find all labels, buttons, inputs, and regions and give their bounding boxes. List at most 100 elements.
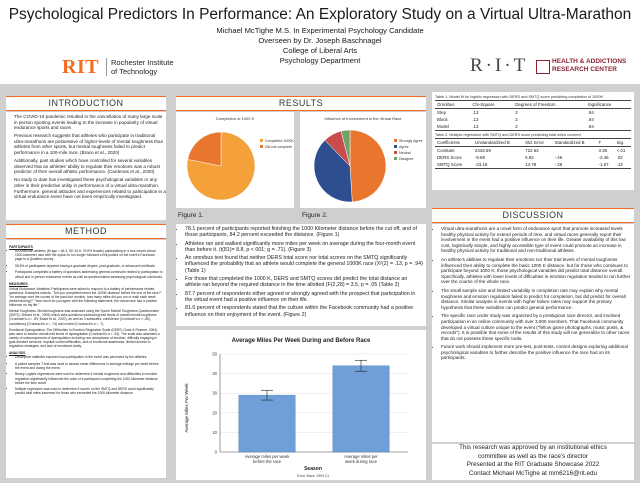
analysis-bullet: Binary Logistic regressions were used to…: [15, 372, 163, 384]
table-row: DERS Score -9.98 5.92 -.46 -2.46 .02: [435, 154, 631, 161]
table-cell: .13: [472, 117, 479, 122]
table-cell: 2: [515, 117, 518, 122]
bar-chart-category-label: week during race: [345, 459, 378, 464]
introduction-panel: The COVID-19 pandemic resulted in the ca…: [6, 112, 166, 220]
figure-2-legend-label: Neutral: [399, 151, 411, 155]
figure-2-pie-chart: Influence of Involvement in the Virtual …: [313, 116, 423, 203]
table-cell: 5.92: [525, 155, 534, 160]
table-2-header: Standardized B: [552, 138, 597, 147]
table-2-header: T: [596, 138, 615, 147]
table-row: SMTQ Score -23.19 14.78 -.28 -1.67 .13: [435, 161, 631, 169]
figure-1-legend-swatch: [260, 139, 263, 142]
figure-1-legend: Completed 1000K Did not complete: [260, 139, 294, 149]
figure-2-slice: [349, 129, 387, 203]
bar-chart-marks: 0 10 20 30 40 50 Average miles per weekbefore …: [212, 352, 408, 464]
introduction-list: The COVID-19 pandemic resulted in the ca…: [6, 114, 166, 200]
participants-heading: PARTICIPANTS: [9, 245, 33, 249]
figure-1-panel: Completion of 1000 K Completed 1000K Did …: [176, 112, 294, 208]
discussion-bullet: Future work should implement more pre-te…: [441, 344, 631, 361]
rit-name-line-1: Rochester Institute: [111, 58, 174, 67]
method-panel: PARTICIPANTS 85 American athletes (M age…: [6, 240, 166, 478]
figure-2-title: Influence of Involvement in the Virtual …: [324, 116, 402, 121]
table-1-header: Degrees of Freedom: [513, 100, 586, 109]
bar-chart-y-label: Average Miles Per Week: [184, 383, 189, 433]
hrc-rit-mark: R·I·T: [470, 55, 529, 76]
table-1-caption: Table 1. Model fit for logistic regressi…: [435, 95, 603, 99]
table-cell: -2.46: [598, 155, 609, 160]
table-2-header: Coefficients: [435, 138, 473, 147]
table-2: Coefficients Unstandardized B Std. Error…: [435, 138, 631, 169]
ethics-line-1: This research was approved by an institu…: [459, 444, 607, 451]
footer-box: This research was approved by an institu…: [432, 444, 634, 480]
discussion-bullet: An athlete's abilities to regulate their…: [441, 257, 631, 285]
method-heading: METHOD: [6, 224, 166, 239]
discussion-heading: DISCUSSION: [432, 208, 634, 223]
contact-line: Contact Michael McTighe at mm6216@rit.ed…: [469, 469, 597, 477]
table-cell: 3.35: [596, 146, 615, 154]
figure-2-legend: Strongly Agree Agree Neutral Disagree: [394, 139, 423, 161]
table-cell: 2: [513, 108, 586, 116]
poster-title: Psychological Predictors In Performance:…: [8, 6, 632, 23]
bar-chart-title: Average Miles Per Week During and Before…: [232, 338, 371, 344]
introduction-heading: INTRODUCTION: [6, 96, 166, 111]
analysis-heading: ANALYSIS: [9, 351, 26, 356]
poster-header: Psychological Predictors In Performance:…: [0, 0, 640, 84]
table-cell: .13: [614, 161, 631, 169]
bar-chart-bar: [238, 394, 296, 453]
hrc-logo-text: HEALTH & ADDICTIONS RESEARCH CENTER: [552, 58, 626, 74]
figure-2-legend-swatch: [394, 139, 397, 142]
analysis-bullet: Descriptive statistics explored how part…: [15, 355, 163, 359]
figure-2-legend-label: Strongly Agree: [399, 139, 423, 143]
participants-bullet: 58.8% of participants reported having a …: [15, 264, 163, 268]
bar-chart-category-label: before the race: [253, 459, 282, 464]
table-cell: Model: [435, 123, 471, 131]
intro-bullet: Additionally, past studies which have co…: [14, 158, 166, 175]
bar-chart-y-tick-label: 10: [212, 430, 217, 435]
figure-1-slices: [186, 131, 256, 201]
advisor-line: Overseen by Dr. Joseph Baschnagel: [258, 36, 382, 45]
bar-chart-bar: [332, 365, 390, 453]
discussion-bullet: The specific race under study was organi…: [441, 313, 631, 341]
figure-1-legend-label: Completed 1000K: [265, 139, 294, 143]
figure-1-title: Completion of 1000 K: [216, 116, 255, 121]
table-1-header: Chi-Square: [470, 100, 514, 109]
results-heading: RESULTS: [176, 96, 426, 111]
rit-logo-text: Rochester Institute of Technology: [106, 58, 174, 76]
department-line: Psychology Department: [279, 56, 361, 65]
table-cell: .13: [470, 123, 514, 131]
showcase-line: Presented at the RIT Graduate Showcase 2…: [466, 461, 600, 469]
analysis-list: Descriptive statistics explored how part…: [9, 355, 163, 395]
author-line: Michael McTighe M.S. In Experimental Psy…: [216, 26, 424, 35]
table-cell: -1.67: [596, 161, 615, 169]
discussion-panel: Virtual ultra-marathons are a novel form…: [432, 224, 634, 442]
bar-chart-y-tick-label: 40: [212, 371, 217, 376]
bar-chart-y-tick-label: 20: [212, 410, 217, 415]
figure-2-legend-swatch: [394, 151, 397, 154]
table-cell: 14.78: [523, 161, 553, 169]
participants-list: 85 American athletes (M age = 46.3, SD 1…: [9, 249, 163, 279]
bar-chart-note: Error Bars: 95% CI: [297, 474, 329, 478]
bar-chart-y-tick-label: 30: [212, 391, 217, 396]
discussion-list: Virtual ultra-marathons are a novel form…: [432, 226, 631, 361]
table-row: Model .13 2 .94: [435, 123, 631, 131]
table-2-header: Unstandardized B: [472, 138, 524, 147]
figure-2-legend-label: Agree: [399, 145, 409, 149]
measures-paragraph: Virtual Endurance Variables: Participant…: [9, 286, 163, 308]
results-panel: 78.1 percent of participants reported fi…: [176, 224, 426, 326]
figure-2-legend-swatch: [394, 157, 397, 160]
figure-2-caption: Figure 2.: [302, 212, 328, 219]
measures-heading: MEASURES: [9, 281, 28, 286]
figure-1-pie-chart: Completion of 1000 K Completed 1000K Did …: [186, 116, 294, 201]
rit-name-line-2: of Technology: [111, 67, 158, 76]
figure-2-slice: [313, 139, 353, 203]
analysis-bullet: A paired samples T-test was used to asse…: [15, 362, 163, 370]
table-cell: 2418.59: [472, 146, 524, 154]
table-cell: <.01: [614, 146, 631, 154]
participants-bullet: Participants completed a battery of ques…: [15, 270, 163, 278]
discussion-bullet: Virtual ultra-marathons are a novel form…: [441, 226, 631, 254]
table-cell: [552, 146, 597, 154]
intro-bullet: Previous research suggests that athletes…: [14, 133, 166, 155]
miles-per-week-bar-chart: Average Miles Per Week During and Before…: [184, 338, 408, 478]
results-bullet: 87.7 percent of respondents either agree…: [185, 291, 424, 304]
results-bullet: 81.0 percent of respondents stated that …: [185, 305, 424, 318]
